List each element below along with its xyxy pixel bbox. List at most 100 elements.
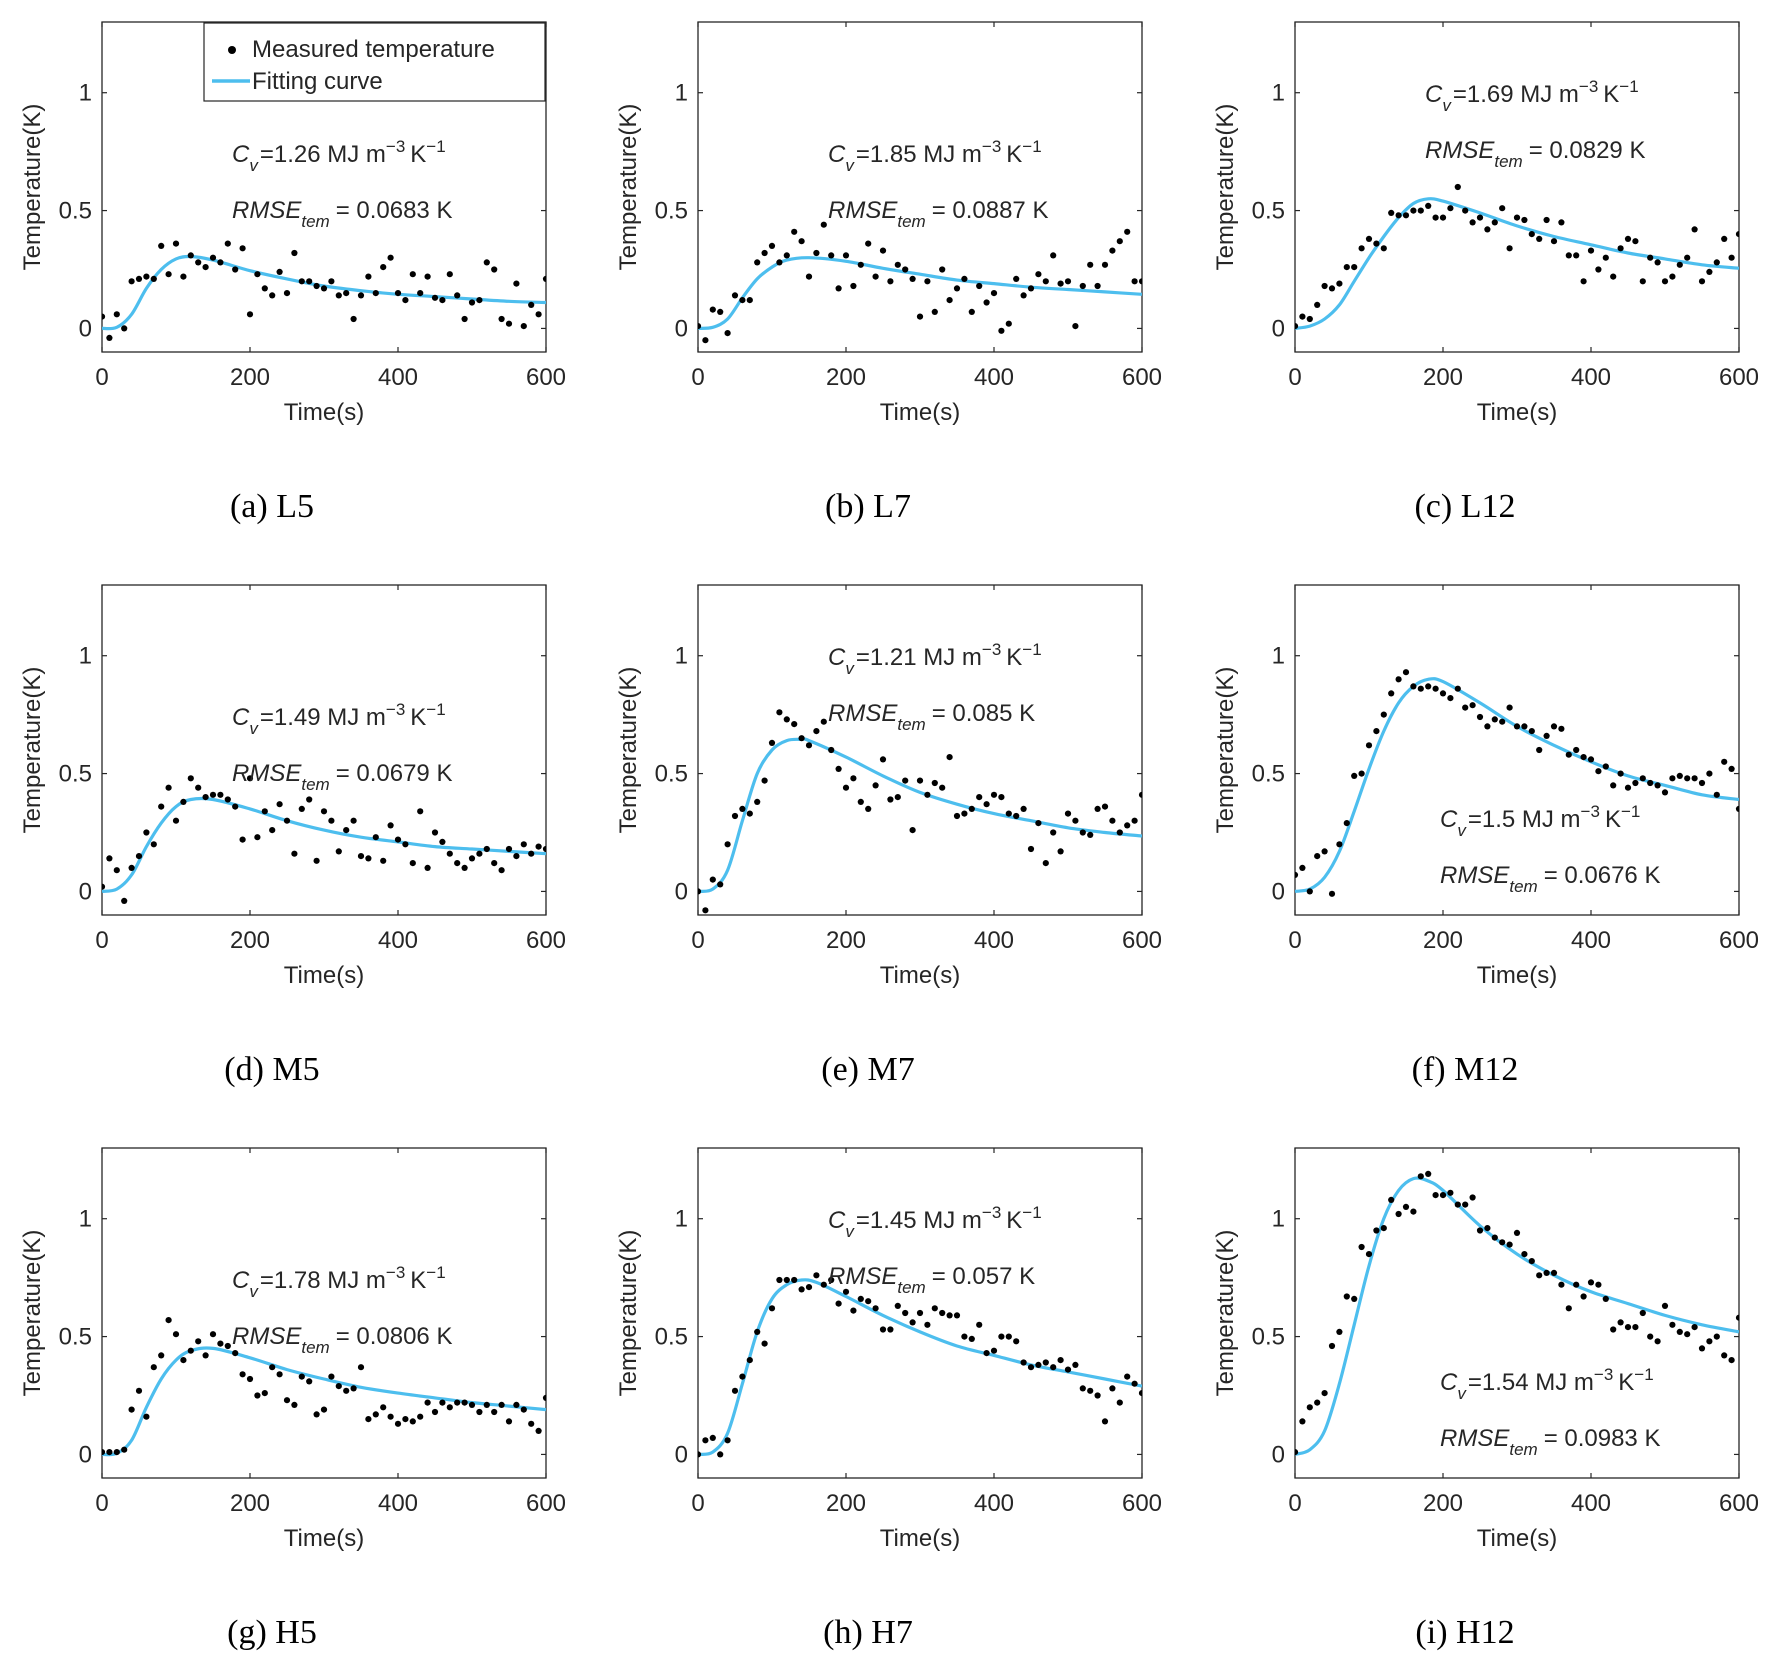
measured-point	[350, 315, 357, 323]
measured-point	[1351, 264, 1358, 271]
measured-point	[1647, 1333, 1654, 1340]
y-tick-label: 1	[675, 643, 688, 670]
measured-point	[1565, 252, 1572, 259]
measured-point	[976, 794, 983, 801]
measured-point	[1351, 1295, 1358, 1302]
measured-point	[783, 252, 790, 259]
measured-point	[158, 242, 165, 249]
measured-point	[1550, 238, 1558, 245]
measured-point	[1573, 1281, 1580, 1288]
measured-point	[1536, 746, 1543, 754]
measured-point	[446, 1404, 453, 1411]
measured-point	[513, 853, 520, 860]
measured-point	[239, 245, 246, 252]
measured-point	[1439, 690, 1447, 697]
measured-point	[483, 1401, 490, 1408]
x-axis-label: Time(s)	[1477, 962, 1557, 989]
measured-point	[902, 1309, 909, 1317]
measured-point	[439, 838, 446, 846]
measured-point	[380, 857, 387, 864]
chart-panel-3: 0 200 400 600 0 0.5 1 Time(s) Temperature(K) Cv=1…	[1212, 21, 1759, 525]
measured-point	[1057, 280, 1064, 287]
x-tick-label: 600	[526, 364, 566, 391]
measured-point	[1328, 1342, 1336, 1350]
y-tick-label: 0	[1272, 315, 1285, 342]
measured-point	[394, 1420, 402, 1427]
measured-point	[1654, 259, 1661, 266]
measured-point	[261, 1390, 268, 1397]
measured-point	[102, 313, 106, 320]
x-tick-label: 0	[1288, 927, 1301, 954]
measured-point	[1295, 323, 1299, 330]
x-tick-label: 400	[974, 1490, 1014, 1517]
measured-point	[1706, 1338, 1713, 1345]
measured-point	[439, 297, 446, 304]
measured-point	[402, 1416, 409, 1423]
measured-point	[1336, 1328, 1343, 1335]
fitting-curve	[1295, 1176, 1739, 1456]
measured-point	[1454, 1201, 1461, 1208]
x-tick-label: 200	[230, 1490, 270, 1517]
x-axis-label: Time(s)	[1477, 399, 1557, 426]
measured-point	[261, 808, 268, 815]
y-tick-label: 0	[675, 1441, 688, 1468]
measured-point	[1587, 756, 1595, 763]
measured-point	[380, 1404, 387, 1411]
measured-point	[298, 278, 305, 285]
measured-point	[953, 1312, 961, 1319]
measured-point	[1005, 1333, 1012, 1340]
measured-point	[1417, 685, 1424, 692]
cv-annotation: Cv=1.78 MJ m−3 K−1	[232, 1263, 446, 1301]
measured-point	[1439, 1192, 1447, 1199]
x-axis-label: Time(s)	[880, 962, 960, 989]
measured-point	[865, 1298, 872, 1305]
measured-point	[232, 803, 239, 810]
measured-point	[1306, 315, 1313, 323]
measured-point	[835, 765, 842, 773]
measured-point	[513, 1401, 520, 1408]
measured-point	[731, 292, 739, 299]
measured-point	[491, 860, 498, 867]
measured-point	[791, 721, 798, 728]
measured-point	[1050, 829, 1057, 836]
measured-point	[968, 805, 975, 813]
measured-point	[768, 242, 776, 249]
plot-area	[1295, 1170, 1739, 1456]
measured-point	[476, 850, 483, 857]
measured-point	[1432, 214, 1439, 221]
measured-point	[1035, 1361, 1042, 1368]
measured-point	[158, 1352, 165, 1359]
measured-point	[998, 1333, 1005, 1340]
legend-box	[203, 22, 546, 102]
measured-point	[1005, 810, 1012, 817]
measured-point	[1580, 1293, 1587, 1300]
measured-point	[1380, 245, 1387, 252]
measured-point	[1721, 1352, 1728, 1359]
x-tick-label: 600	[1122, 927, 1162, 954]
y-tick-label: 0	[1272, 1441, 1285, 1468]
x-tick-label: 200	[826, 927, 866, 954]
y-axis-label: Temperature(K)	[615, 104, 642, 271]
measured-point	[387, 1413, 394, 1420]
panel-caption: (c) L12	[1414, 488, 1515, 525]
x-tick-label: 400	[974, 364, 1014, 391]
measured-point	[1365, 742, 1373, 749]
measured-point	[1684, 254, 1691, 261]
measured-point	[1299, 1418, 1306, 1425]
x-axis-label: Time(s)	[284, 962, 364, 989]
measured-point	[1506, 245, 1513, 252]
measured-point	[1079, 1385, 1086, 1392]
measured-point	[709, 876, 716, 883]
measured-point	[1395, 676, 1402, 683]
measured-point	[128, 864, 135, 872]
measured-point	[528, 1420, 535, 1427]
x-tick-label: 600	[526, 1490, 566, 1517]
measured-point	[998, 794, 1005, 801]
measured-point	[135, 275, 143, 282]
measured-point	[424, 864, 431, 872]
plot-frame	[101, 1147, 547, 1479]
cv-annotation: Cv=1.21 MJ m−3 K−1	[828, 640, 1042, 678]
measured-point	[1328, 890, 1336, 897]
measured-point	[1050, 252, 1057, 259]
y-tick-label: 1	[1272, 643, 1285, 670]
